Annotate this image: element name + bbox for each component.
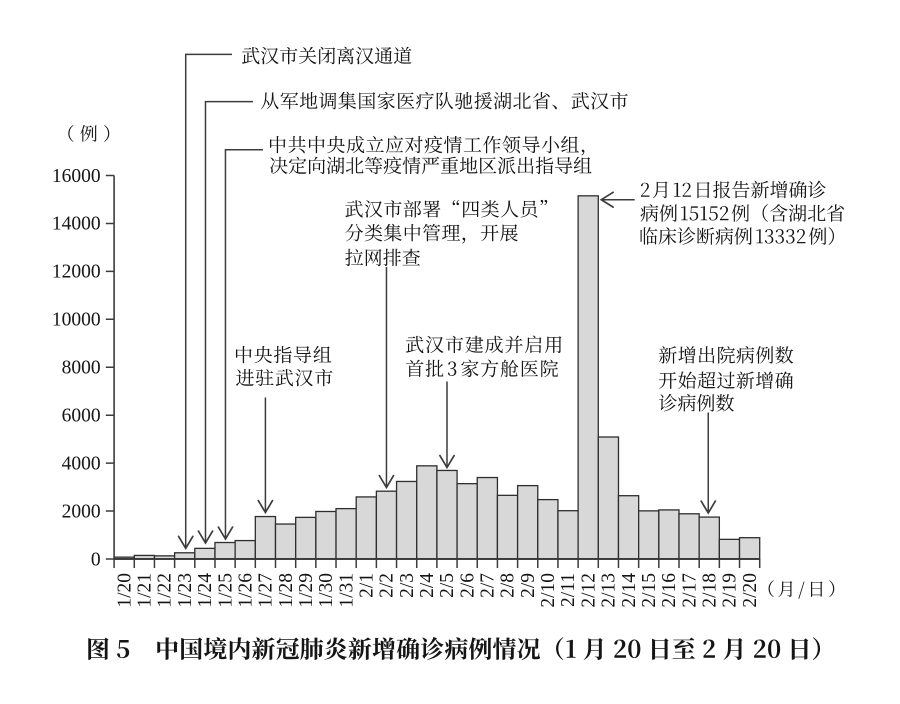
svg-text:2/20: 2/20	[740, 573, 761, 608]
svg-text:2/3: 2/3	[397, 573, 418, 598]
svg-text:2/13: 2/13	[599, 573, 620, 608]
svg-text:2/11: 2/11	[558, 573, 579, 607]
svg-text:2/8: 2/8	[498, 573, 519, 598]
svg-text:2/15: 2/15	[639, 573, 660, 608]
svg-text:2000: 2000	[62, 501, 101, 522]
svg-text:0: 0	[91, 549, 101, 570]
svg-text:1/23: 1/23	[175, 573, 196, 608]
svg-text:2/19: 2/19	[720, 573, 741, 608]
svg-text:4000: 4000	[62, 453, 101, 474]
svg-text:1/22: 1/22	[155, 573, 176, 608]
svg-text:1/25: 1/25	[215, 573, 236, 608]
svg-text:1/30: 1/30	[316, 573, 337, 608]
svg-text:1/26: 1/26	[235, 573, 256, 608]
svg-text:2/1: 2/1	[356, 573, 377, 598]
svg-text:14000: 14000	[52, 214, 101, 235]
svg-text:1/27: 1/27	[256, 573, 277, 608]
svg-text:2/4: 2/4	[417, 573, 438, 598]
svg-text:2/16: 2/16	[659, 573, 680, 608]
svg-text:8000: 8000	[62, 358, 101, 379]
svg-text:16000: 16000	[52, 166, 101, 187]
svg-text:1/21: 1/21	[135, 573, 156, 608]
svg-text:1/28: 1/28	[276, 573, 297, 608]
svg-text:2/14: 2/14	[619, 573, 640, 608]
svg-text:6000: 6000	[62, 405, 101, 426]
svg-text:1/20: 1/20	[114, 573, 135, 608]
svg-text:2/17: 2/17	[679, 573, 700, 608]
svg-text:2/18: 2/18	[699, 573, 720, 608]
svg-text:1/29: 1/29	[296, 573, 317, 608]
svg-text:2/5: 2/5	[437, 573, 458, 598]
svg-text:2/10: 2/10	[538, 573, 559, 608]
svg-text:2/9: 2/9	[518, 573, 539, 598]
svg-text:1/24: 1/24	[195, 573, 216, 608]
svg-text:2/2: 2/2	[377, 573, 398, 598]
svg-text:10000: 10000	[52, 310, 101, 331]
svg-text:1/31: 1/31	[336, 573, 357, 608]
svg-text:12000: 12000	[52, 262, 101, 283]
svg-text:2/7: 2/7	[478, 573, 499, 598]
svg-text:2/6: 2/6	[457, 573, 478, 598]
svg-text:2/12: 2/12	[578, 573, 599, 608]
